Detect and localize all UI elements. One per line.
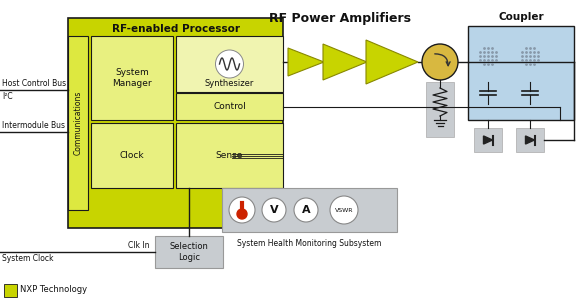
- FancyArrowPatch shape: [435, 54, 450, 66]
- FancyBboxPatch shape: [516, 128, 544, 152]
- Text: Clk In: Clk In: [129, 241, 150, 250]
- Text: System
Manager: System Manager: [112, 68, 152, 88]
- FancyBboxPatch shape: [155, 236, 223, 268]
- Text: A: A: [302, 205, 310, 215]
- Text: Host Control Bus: Host Control Bus: [2, 79, 66, 88]
- Text: Clock: Clock: [119, 151, 144, 160]
- Text: Coupler: Coupler: [498, 12, 544, 22]
- Circle shape: [216, 50, 244, 78]
- Text: RF Power Amplifiers: RF Power Amplifiers: [269, 12, 411, 25]
- Text: VSWR: VSWR: [335, 207, 353, 213]
- Text: Control: Control: [213, 102, 246, 111]
- Polygon shape: [484, 136, 492, 144]
- Text: NXP Technology: NXP Technology: [20, 285, 87, 294]
- Text: Selection
Logic: Selection Logic: [169, 242, 208, 262]
- Text: System Clock: System Clock: [2, 254, 53, 263]
- FancyBboxPatch shape: [68, 18, 283, 228]
- FancyBboxPatch shape: [176, 123, 283, 188]
- Circle shape: [262, 198, 286, 222]
- Polygon shape: [525, 136, 535, 144]
- FancyBboxPatch shape: [91, 123, 173, 188]
- Text: I²C: I²C: [2, 92, 13, 101]
- Polygon shape: [288, 48, 324, 76]
- Circle shape: [229, 197, 255, 223]
- Text: Sense: Sense: [216, 151, 243, 160]
- FancyBboxPatch shape: [222, 188, 397, 232]
- Text: Synthesizer: Synthesizer: [205, 79, 254, 88]
- FancyBboxPatch shape: [176, 93, 283, 120]
- FancyBboxPatch shape: [68, 36, 88, 210]
- FancyBboxPatch shape: [91, 36, 173, 120]
- Text: System Health Monitoring Subsystem: System Health Monitoring Subsystem: [237, 239, 382, 248]
- FancyBboxPatch shape: [426, 82, 454, 137]
- Circle shape: [330, 196, 358, 224]
- Polygon shape: [323, 44, 367, 80]
- FancyBboxPatch shape: [474, 128, 502, 152]
- FancyBboxPatch shape: [468, 26, 574, 120]
- Polygon shape: [366, 40, 418, 84]
- Text: V: V: [270, 205, 278, 215]
- Text: Intermodule Bus: Intermodule Bus: [2, 121, 65, 130]
- Circle shape: [294, 198, 318, 222]
- Circle shape: [422, 44, 458, 80]
- Text: Communications: Communications: [74, 91, 82, 155]
- Circle shape: [237, 209, 247, 219]
- FancyBboxPatch shape: [4, 284, 17, 297]
- FancyBboxPatch shape: [176, 36, 283, 92]
- Text: RF-enabled Processor: RF-enabled Processor: [111, 24, 240, 34]
